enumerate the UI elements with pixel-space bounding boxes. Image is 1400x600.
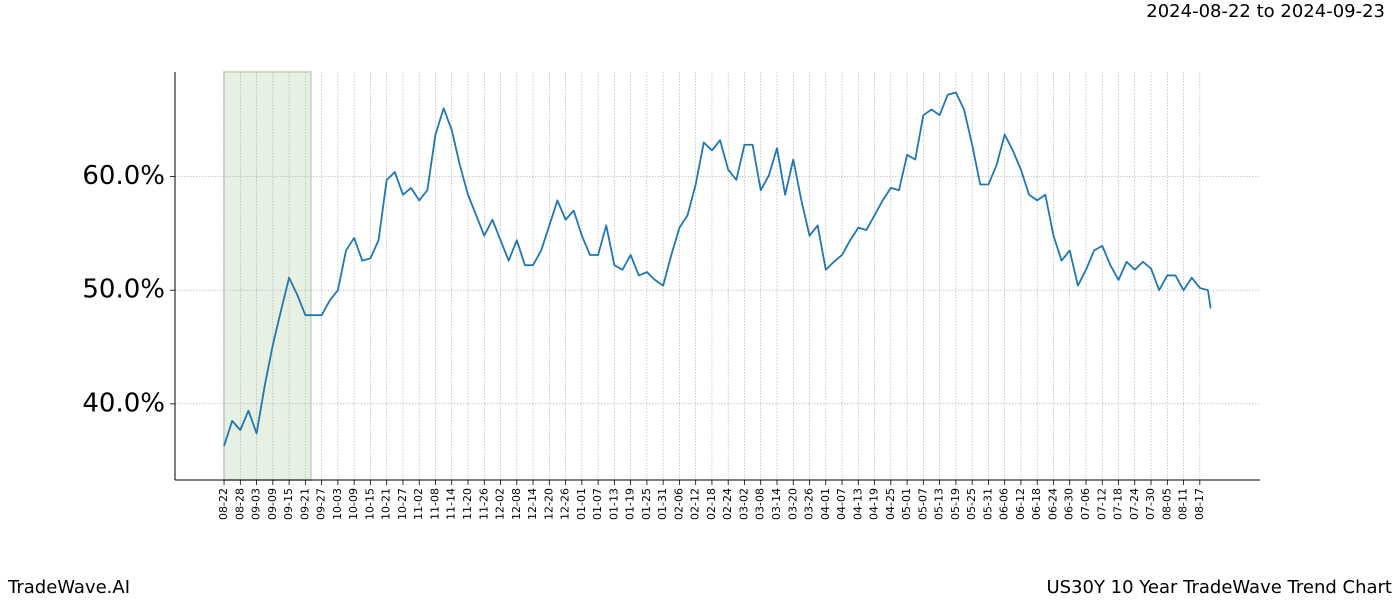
- x-tick-label: 10-03: [331, 488, 344, 520]
- x-tick-label: 02-18: [705, 488, 718, 520]
- footer-right: US30Y 10 Year TradeWave Trend Chart: [1046, 577, 1392, 598]
- x-tick-label: 11-08: [428, 488, 441, 520]
- subtitle: 2024-08-22 to 2024-09-23: [1146, 1, 1385, 22]
- x-tick-label: 07-24: [1128, 488, 1141, 520]
- x-tick-label: 07-18: [1112, 488, 1125, 520]
- x-tick-label: 05-13: [933, 488, 946, 520]
- x-tick-label: 12-26: [559, 488, 572, 520]
- x-tick-label: 12-08: [510, 488, 523, 520]
- x-tick-label: 04-13: [851, 488, 864, 520]
- x-tick-label: 12-02: [494, 488, 507, 520]
- x-tick-label: 10-09: [347, 488, 360, 520]
- x-tick-label: 04-01: [819, 488, 832, 520]
- x-tick-label: 03-14: [770, 488, 783, 520]
- x-tick-label: 05-19: [949, 488, 962, 520]
- x-tick-label: 04-07: [835, 488, 848, 520]
- x-tick-label: 04-25: [884, 488, 897, 520]
- x-tick-label: 09-03: [250, 488, 263, 520]
- x-tick-label: 09-09: [266, 488, 279, 520]
- x-tick-label: 06-06: [998, 488, 1011, 520]
- x-tick-label: 01-07: [591, 488, 604, 520]
- x-tick-label: 05-31: [981, 488, 994, 520]
- x-tick-label: 10-21: [380, 488, 393, 520]
- x-tick-label: 01-19: [624, 488, 637, 520]
- y-tick-label: 40.0%: [82, 388, 165, 418]
- highlight-band: [223, 71, 312, 481]
- x-tick-label: 07-30: [1144, 488, 1157, 520]
- x-tick-label: 03-08: [754, 488, 767, 520]
- x-tick-label: 02-06: [672, 488, 685, 520]
- x-tick-label: 07-06: [1079, 488, 1092, 520]
- x-tick-label: 05-07: [916, 488, 929, 520]
- x-tick-label: 02-12: [689, 488, 702, 520]
- x-tick-label: 09-21: [298, 488, 311, 520]
- y-tick-label: 50.0%: [82, 275, 165, 305]
- x-tick-label: 08-28: [233, 488, 246, 520]
- x-tick-label: 11-02: [412, 488, 425, 520]
- x-tick-label: 09-15: [282, 488, 295, 520]
- x-tick-label: 07-12: [1095, 488, 1108, 520]
- x-tick-label: 02-24: [721, 488, 734, 520]
- x-tick-label: 01-25: [640, 488, 653, 520]
- x-tick-label: 01-31: [656, 488, 669, 520]
- x-tick-label: 10-27: [396, 488, 409, 520]
- x-tick-label: 03-20: [786, 488, 799, 520]
- x-tick-label: 06-12: [1014, 488, 1027, 520]
- x-tick-label: 05-01: [900, 488, 913, 520]
- x-tick-label: 08-22: [217, 488, 230, 520]
- x-tick-label: 04-19: [868, 488, 881, 520]
- x-tick-label: 01-01: [575, 488, 588, 520]
- x-tick-label: 11-20: [461, 488, 474, 520]
- x-tick-label: 10-15: [363, 488, 376, 520]
- x-tick-label: 03-26: [803, 488, 816, 520]
- x-tick-label: 01-13: [607, 488, 620, 520]
- x-tick-label: 05-25: [965, 488, 978, 520]
- x-tick-label: 12-20: [542, 488, 555, 520]
- x-tick-label: 09-27: [315, 488, 328, 520]
- x-tick-label: 03-02: [737, 488, 750, 520]
- x-tick-label: 12-14: [526, 488, 539, 520]
- x-tick-label: 06-30: [1063, 488, 1076, 520]
- x-tick-label: 08-11: [1177, 488, 1190, 520]
- footer-left: TradeWave.AI: [7, 577, 130, 598]
- x-tick-label: 08-17: [1193, 488, 1206, 520]
- trend-line: [223, 91, 1212, 447]
- y-tick-label: 60.0%: [82, 161, 165, 191]
- x-tick-label: 11-14: [445, 488, 458, 520]
- x-tick-label: 11-26: [477, 488, 490, 520]
- x-tick-label: 06-18: [1030, 488, 1043, 520]
- x-tick-label: 06-24: [1046, 488, 1059, 520]
- x-tick-label: 08-05: [1160, 488, 1173, 520]
